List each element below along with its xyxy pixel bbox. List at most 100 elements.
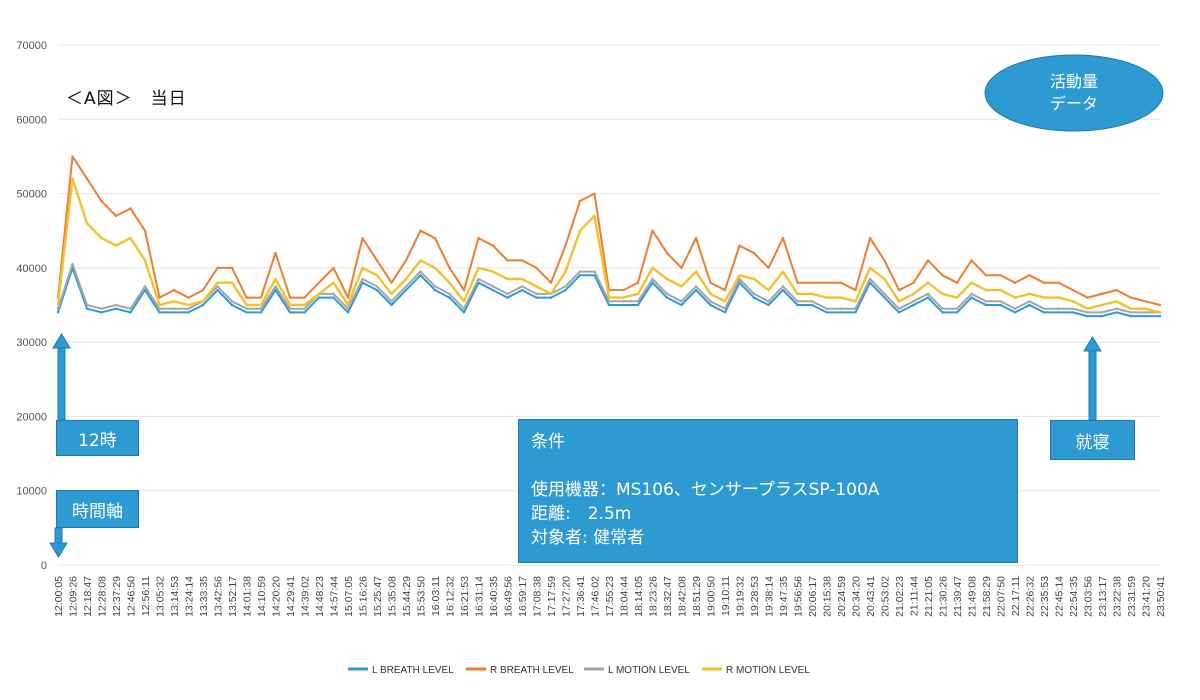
data-point xyxy=(1086,296,1089,299)
data-point xyxy=(1042,296,1046,299)
data-point xyxy=(1100,311,1104,314)
data-point xyxy=(839,281,843,284)
data-point xyxy=(709,300,712,303)
data-point xyxy=(941,274,944,277)
data-point xyxy=(390,300,393,303)
data-point xyxy=(114,244,118,247)
data-point xyxy=(622,300,625,303)
data-point xyxy=(1129,296,1133,299)
data-point xyxy=(970,281,973,284)
data-point xyxy=(796,300,799,303)
data-point xyxy=(955,296,959,299)
data-point xyxy=(897,307,901,310)
y-tick-label: 40000 xyxy=(16,263,47,275)
data-point xyxy=(636,300,640,303)
data-point xyxy=(796,292,799,296)
time-axis-arrow-head xyxy=(49,542,68,558)
data-point xyxy=(796,303,799,307)
data-point xyxy=(593,192,596,195)
data-point xyxy=(926,281,930,284)
data-point xyxy=(636,292,640,296)
data-point xyxy=(897,288,901,292)
data-point xyxy=(636,281,640,284)
data-point xyxy=(723,311,727,314)
y-tick-label: 70000 xyxy=(16,40,47,52)
legend-label: R BREATH LEVEL xyxy=(490,665,574,676)
data-point xyxy=(926,296,930,299)
x-tick-label: 12:37:29 xyxy=(111,576,123,617)
data-point xyxy=(1144,300,1147,303)
x-tick-label: 21:58:29 xyxy=(981,576,993,617)
data-point xyxy=(462,311,466,314)
data-point xyxy=(56,303,60,307)
x-tick-label: 17:36:41 xyxy=(575,576,587,617)
x-tick-label: 22:45:14 xyxy=(1054,576,1066,617)
data-point xyxy=(216,266,219,270)
data-point xyxy=(1013,296,1017,299)
x-tick-label: 19:28:53 xyxy=(749,576,761,617)
x-tick-label: 12:28:08 xyxy=(97,576,109,617)
data-point xyxy=(738,244,741,247)
data-point xyxy=(375,274,379,277)
x-tick-label: 19:10:11 xyxy=(720,576,732,616)
chart-title: ＜A図＞ 当日 xyxy=(66,89,187,109)
data-point xyxy=(1086,314,1089,318)
data-point xyxy=(245,307,248,310)
conditions-spacer xyxy=(531,454,1005,478)
data-point xyxy=(1013,307,1017,310)
noon-arrow-head xyxy=(52,333,71,349)
data-point xyxy=(56,307,60,310)
data-point xyxy=(303,311,306,314)
data-point xyxy=(607,303,611,307)
bedtime-arrow-shaft xyxy=(1088,348,1097,421)
x-tick-label: 20:53:02 xyxy=(880,576,892,617)
data-point xyxy=(781,270,785,273)
x-tick-label: 14:48:23 xyxy=(314,576,326,617)
noon-label-box: 12時 xyxy=(56,420,139,456)
x-tick-label: 23:03:56 xyxy=(1083,576,1095,617)
data-point xyxy=(854,300,857,303)
x-tick-label: 21:11:44 xyxy=(909,576,921,616)
data-point xyxy=(216,288,219,292)
x-tick-label: 16:12:32 xyxy=(445,576,457,617)
x-tick-label: 18:14:05 xyxy=(633,576,645,617)
data-point xyxy=(361,266,364,270)
data-point xyxy=(535,285,538,288)
data-point xyxy=(462,300,466,303)
x-tick-label: 22:35:53 xyxy=(1039,576,1051,617)
data-point xyxy=(288,303,292,307)
data-point xyxy=(1115,307,1118,310)
data-point xyxy=(752,251,756,255)
data-point xyxy=(883,292,886,296)
data-point xyxy=(694,236,698,240)
data-point xyxy=(578,274,582,277)
data-point xyxy=(1071,300,1075,303)
data-point xyxy=(1028,292,1031,296)
x-tick-label: 19:38:14 xyxy=(764,576,776,617)
data-point xyxy=(1013,281,1017,284)
x-tick-label: 16:59:17 xyxy=(517,576,529,617)
x-tick-label: 19:00:50 xyxy=(706,576,718,617)
x-tick-label: 13:14:53 xyxy=(169,576,181,617)
x-tick-label: 15:44:29 xyxy=(401,576,413,617)
data-point xyxy=(680,285,683,288)
data-point xyxy=(85,222,89,225)
data-point xyxy=(85,177,89,180)
x-tick-label: 21:21:05 xyxy=(923,576,935,617)
x-tick-label: 18:23:26 xyxy=(648,576,660,617)
data-point xyxy=(839,311,843,314)
x-tick-label: 16:31:14 xyxy=(474,576,486,617)
data-point xyxy=(230,281,234,284)
data-point xyxy=(274,277,277,281)
data-point xyxy=(230,266,234,270)
data-point xyxy=(1042,311,1046,314)
data-point xyxy=(1042,281,1046,284)
data-point xyxy=(839,296,843,299)
data-point xyxy=(361,236,364,240)
data-point xyxy=(506,292,509,296)
data-point xyxy=(1057,296,1060,299)
x-tick-label: 18:04:44 xyxy=(619,576,631,617)
data-point xyxy=(477,236,480,240)
data-point xyxy=(216,281,219,284)
